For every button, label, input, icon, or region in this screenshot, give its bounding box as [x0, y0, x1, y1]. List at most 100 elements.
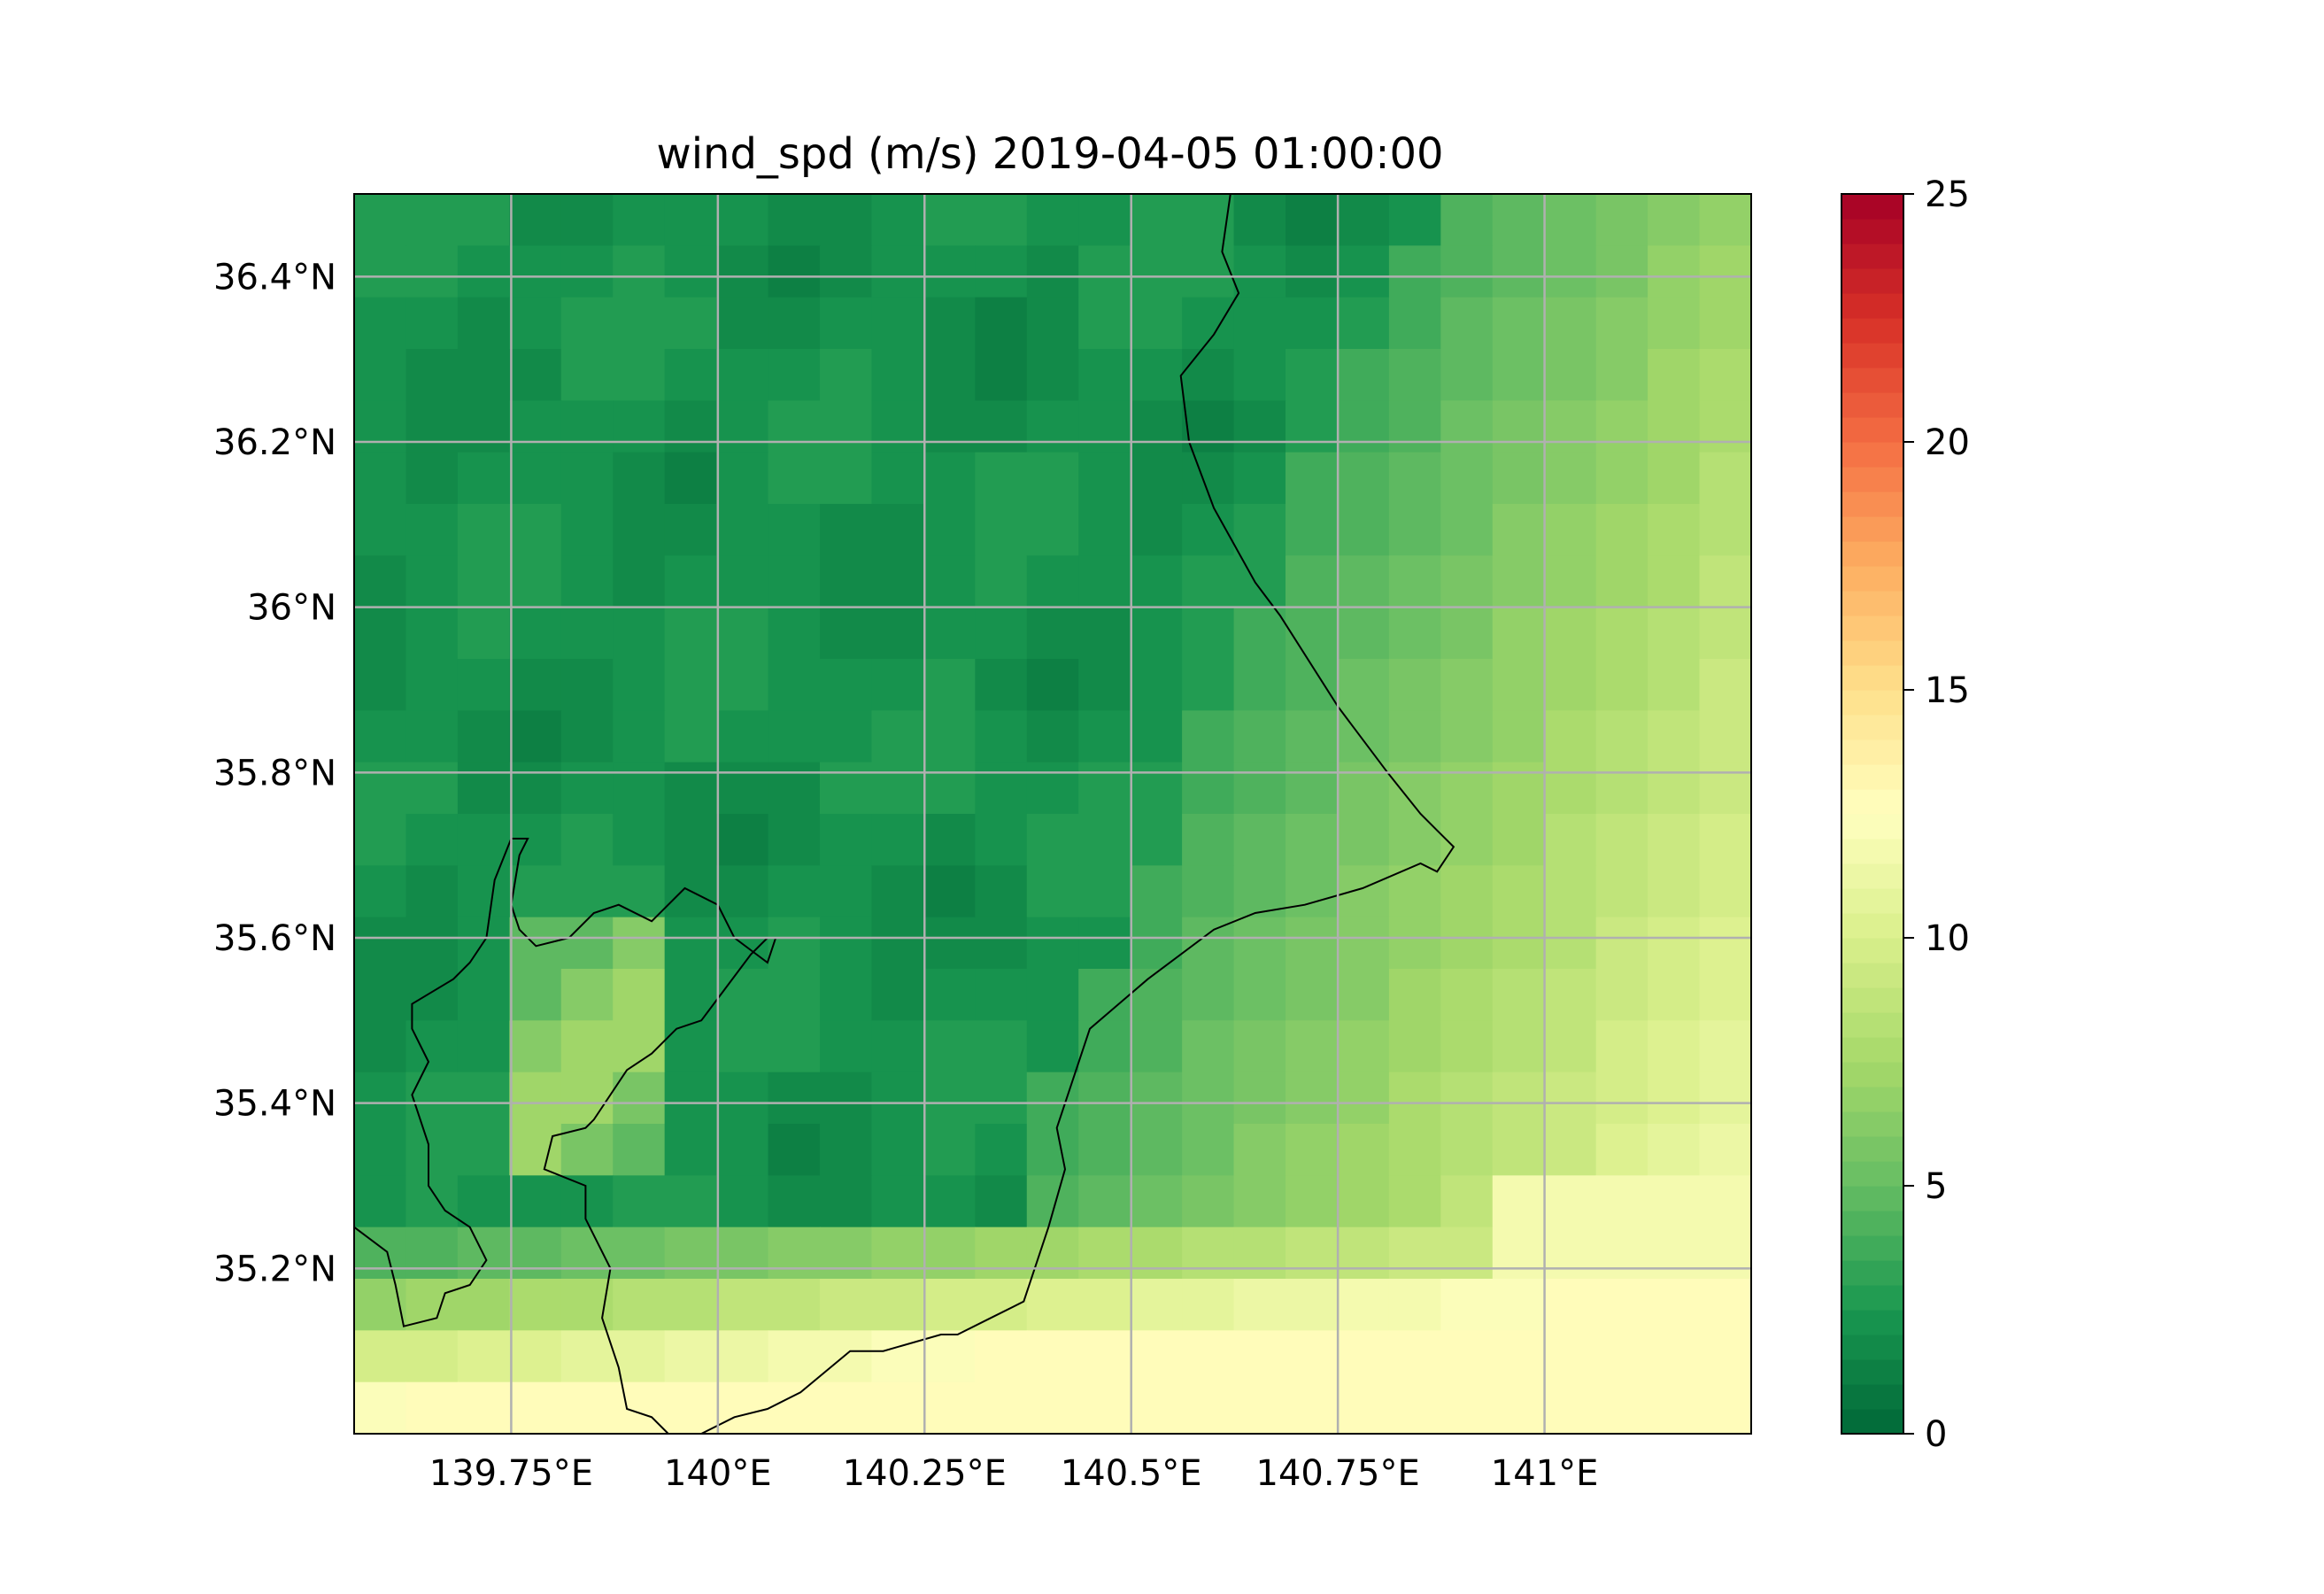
- field-cell: [1337, 452, 1390, 505]
- field-cell: [820, 504, 873, 556]
- field-cell: [613, 504, 666, 556]
- field-cell: [1078, 1226, 1131, 1280]
- field-cell: [975, 865, 1028, 918]
- field-cell: [1130, 1020, 1183, 1073]
- field-cell: [1595, 659, 1648, 711]
- field-cell: [405, 245, 459, 298]
- field-cell: [405, 452, 459, 505]
- field-cell: [354, 1330, 407, 1383]
- field-cell: [768, 865, 821, 918]
- colorbar-frame: [1841, 193, 1904, 1435]
- field-cell: [613, 814, 666, 866]
- field-cell: [560, 1381, 614, 1434]
- field-cell: [1233, 969, 1286, 1021]
- field-cell: [1595, 400, 1648, 453]
- field-cell: [1699, 1279, 1751, 1331]
- field-cell: [1648, 607, 1701, 660]
- field-cell: [1492, 1175, 1545, 1228]
- field-cell: [457, 452, 510, 505]
- colorbar-swatch: [1841, 665, 1903, 691]
- field-cell: [1492, 1072, 1545, 1125]
- field-cell: [1182, 762, 1235, 815]
- field-cell: [820, 452, 873, 505]
- field-cell: [1492, 607, 1545, 660]
- field-cell: [1130, 504, 1183, 556]
- field-cell: [1544, 659, 1597, 711]
- field-cell: [1440, 297, 1494, 350]
- field-cell: [871, 814, 924, 866]
- field-cell: [1078, 607, 1131, 660]
- field-cell: [1492, 865, 1545, 918]
- field-cell: [820, 814, 873, 866]
- field-cell: [768, 1330, 821, 1383]
- field-cell: [1286, 194, 1339, 246]
- colorbar-swatch: [1841, 417, 1903, 443]
- field-cell: [1699, 297, 1751, 350]
- field-cell: [1337, 814, 1390, 866]
- field-cell: [509, 1226, 562, 1280]
- field-cell: [871, 1072, 924, 1125]
- field-cell: [820, 297, 873, 350]
- colorbar-swatch: [1841, 1136, 1903, 1162]
- field-cell: [613, 607, 666, 660]
- field-cell: [1440, 400, 1494, 453]
- colorbar-swatch: [1841, 1285, 1903, 1311]
- colorbar-swatch: [1841, 888, 1903, 914]
- field-cell: [1182, 1381, 1235, 1434]
- field-cell: [405, 297, 459, 350]
- field-cell: [1595, 1279, 1648, 1331]
- field-cell: [923, 865, 976, 918]
- field-cell: [1286, 969, 1339, 1021]
- field-cell: [1388, 659, 1441, 711]
- field-cell: [1440, 969, 1494, 1021]
- field-cell: [923, 1072, 976, 1125]
- field-cell: [457, 1124, 510, 1176]
- field-cell: [1544, 1020, 1597, 1073]
- field-cell: [613, 865, 666, 918]
- field-cell: [923, 607, 976, 660]
- field-cell: [664, 245, 717, 298]
- colorbar-tick-label: 5: [1925, 1166, 1947, 1207]
- colorbar-swatch: [1841, 343, 1903, 368]
- field-cell: [820, 1279, 873, 1331]
- map-plot-area: [353, 193, 1752, 1435]
- field-cell: [613, 659, 666, 711]
- field-cell: [1078, 1020, 1131, 1073]
- field-cell: [923, 1175, 976, 1228]
- latitude-tick-label: 36°N: [247, 588, 336, 629]
- field-cell: [768, 607, 821, 660]
- field-cell: [1078, 297, 1131, 350]
- field-cell: [1078, 814, 1131, 866]
- field-cell: [560, 400, 614, 453]
- field-cell: [613, 917, 666, 970]
- field-cell: [354, 1381, 407, 1434]
- field-cell: [1026, 1279, 1079, 1331]
- field-cell: [354, 762, 407, 815]
- field-cell: [975, 245, 1028, 298]
- colorbar-swatch: [1841, 467, 1903, 492]
- field-cell: [1544, 710, 1597, 763]
- field-cell: [560, 1020, 614, 1073]
- field-cell: [1233, 452, 1286, 505]
- colorbar-swatch: [1841, 293, 1903, 319]
- field-cell: [1440, 762, 1494, 815]
- field-cell: [1078, 762, 1131, 815]
- field-cell: [871, 1330, 924, 1383]
- field-cell: [1182, 1124, 1235, 1176]
- field-cell: [560, 814, 614, 866]
- field-cell: [560, 245, 614, 298]
- field-cell: [405, 1175, 459, 1228]
- field-cell: [1544, 1381, 1597, 1434]
- field-cell: [1595, 297, 1648, 350]
- field-cell: [1699, 1330, 1751, 1383]
- colorbar-swatch: [1841, 1260, 1903, 1286]
- field-cell: [1078, 555, 1131, 608]
- field-cell: [1026, 504, 1079, 556]
- field-cell: [354, 1226, 407, 1280]
- field-cell: [1182, 452, 1235, 505]
- field-cell: [1026, 865, 1079, 918]
- field-cell: [1337, 1330, 1390, 1383]
- colorbar-swatch: [1841, 814, 1903, 840]
- field-cell: [1699, 917, 1751, 970]
- field-cell: [457, 400, 510, 453]
